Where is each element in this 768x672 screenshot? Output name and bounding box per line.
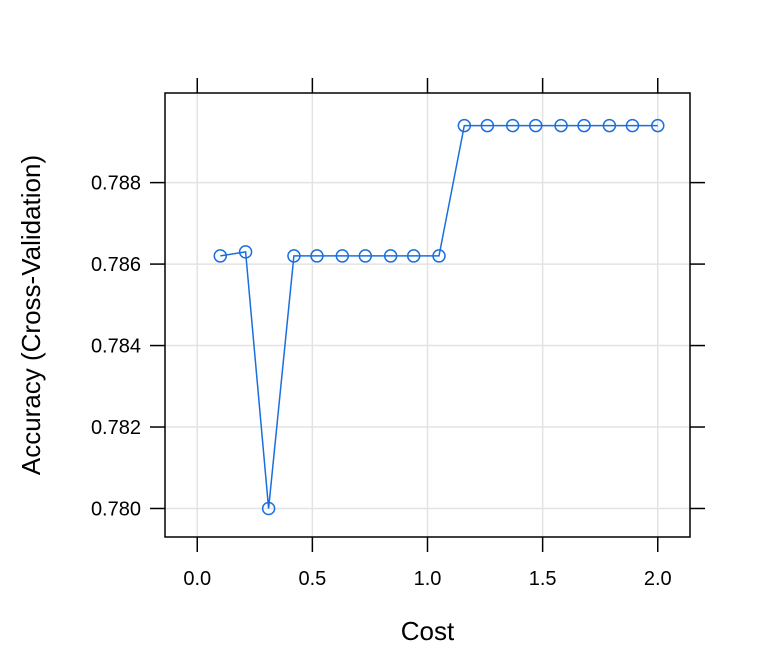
data-point: [432, 249, 446, 263]
x-tick-label: 1.0: [414, 568, 442, 590]
data-point: [480, 118, 495, 133]
y-tick-label: 0.784: [91, 336, 141, 358]
data-point: [651, 118, 665, 133]
data-point: [383, 249, 398, 263]
data-point: [238, 245, 253, 259]
y-tick-label: 0.786: [91, 254, 141, 276]
data-point: [310, 249, 324, 263]
data-point: [406, 249, 421, 263]
y-tick-label: 0.782: [91, 417, 141, 439]
data-point: [528, 118, 543, 133]
x-tick-label: 0.5: [298, 568, 326, 590]
x-tick-label: 0.0: [183, 568, 211, 590]
x-tick-label: 1.5: [529, 568, 557, 590]
y-tick-label: 0.780: [91, 498, 141, 520]
data-point: [213, 249, 228, 263]
ticks: 0.0 0.5 1.0 1.5 2.0 0.780 0.782 0.784 0.786 0.788: [91, 78, 705, 590]
data-point: [261, 501, 276, 516]
data-point: [577, 118, 591, 133]
data-point: [457, 118, 472, 133]
data-point: [554, 118, 568, 133]
data-point: [358, 249, 373, 263]
data-point: [602, 118, 617, 133]
y-tick-label: 0.788: [91, 173, 141, 195]
data-point: [287, 249, 301, 263]
x-tick-label: 2.0: [644, 568, 672, 590]
series-line: [220, 124, 658, 509]
x-axis-label: Cost: [401, 616, 455, 646]
y-axis-label: Accuracy (Cross-Validation): [16, 155, 46, 475]
grid: [165, 93, 690, 537]
series-layer: [213, 118, 665, 516]
data-point: [505, 118, 520, 133]
data-point: [335, 249, 350, 263]
data-point: [625, 118, 640, 133]
